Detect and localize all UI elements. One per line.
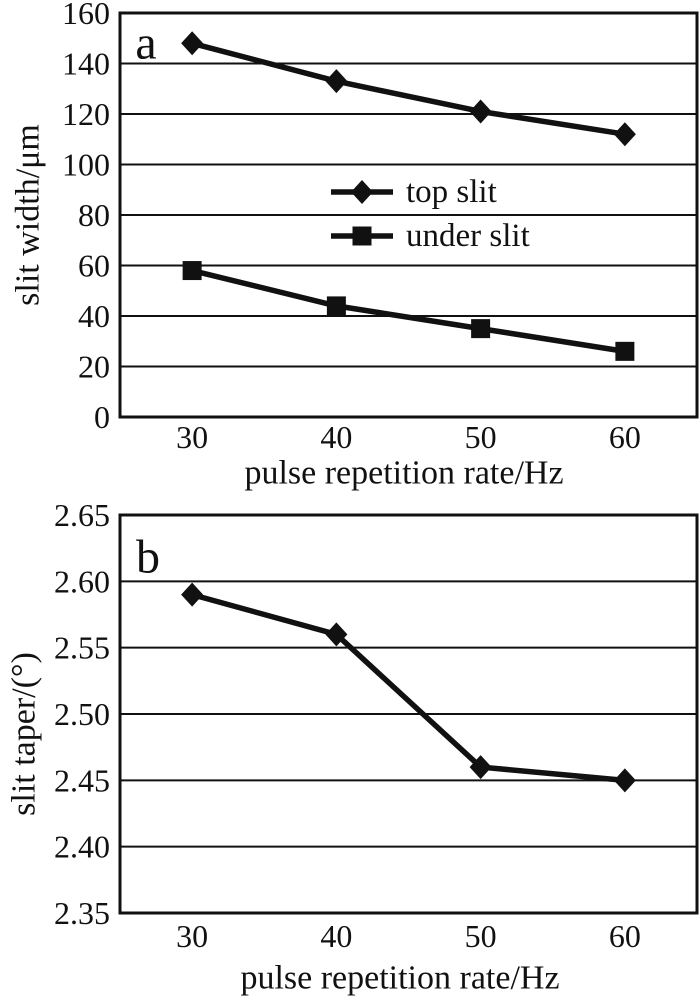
series-top-slit-diamond-marker xyxy=(613,122,636,147)
x-tick-label: 30 xyxy=(176,419,208,455)
y-tick-label: 60 xyxy=(78,248,110,284)
panel-label-a: a xyxy=(135,17,156,70)
x-tick-label: 50 xyxy=(465,419,497,455)
x-axis-title: pulse repetition rate/Hz xyxy=(244,455,563,492)
series-under-slit-square-marker xyxy=(182,261,202,281)
legend-diamond-marker xyxy=(351,180,373,204)
series-line-top-slit xyxy=(189,40,628,137)
x-tick-label: 50 xyxy=(465,918,497,954)
y-tick-label: 2.35 xyxy=(54,895,110,931)
series-line-under-slit xyxy=(189,267,628,355)
series-line-slit-taper xyxy=(189,591,628,784)
chart-background xyxy=(0,500,700,1002)
legend-square-marker xyxy=(352,226,372,246)
series-under-slit-square-marker xyxy=(326,296,346,316)
x-tick-label: 30 xyxy=(176,918,208,954)
x-axis-title: pulse repetition rate/Hz xyxy=(240,960,559,997)
plot-frame xyxy=(118,513,699,915)
y-tick-label: 2.45 xyxy=(54,762,110,798)
x-tick-label: 60 xyxy=(609,918,641,954)
y-tick-label: 160 xyxy=(62,0,110,31)
y-tick-label: 2.40 xyxy=(54,829,110,865)
y-tick-label: 100 xyxy=(62,147,110,183)
series-slit-taper-diamond-marker xyxy=(469,755,492,780)
y-tick-label: 40 xyxy=(78,298,110,334)
series-top-slit-diamond-marker xyxy=(181,31,204,56)
y-tick-label: 2.60 xyxy=(54,563,110,599)
y-tick-label: 2.55 xyxy=(54,630,110,666)
series-slit-taper-diamond-marker xyxy=(325,622,348,647)
series-top-slit-diamond-marker xyxy=(325,69,348,94)
y-tick-label: 20 xyxy=(78,349,110,385)
legend-label-under-slit: under slit xyxy=(406,218,530,254)
chart-b-slit-taper: 2.35 2.40 2.45 2.50 2.55 2.60 2.65 30 40 50 60 puls… xyxy=(0,500,700,1002)
y-axis-title: slit width/μm xyxy=(10,124,47,306)
y-tick-label: 80 xyxy=(78,197,110,233)
plot-frame xyxy=(118,11,699,419)
series-slit-taper-diamond-marker xyxy=(181,582,204,607)
x-tick-label: 60 xyxy=(609,419,641,455)
x-tick-label: 40 xyxy=(320,918,352,954)
series-slit-taper-diamond-marker xyxy=(613,768,636,793)
series-top-slit-diamond-marker xyxy=(469,99,492,124)
x-tick-label: 40 xyxy=(320,419,352,455)
y-tick-label: 120 xyxy=(62,96,110,132)
legend-label-top-slit: top slit xyxy=(406,174,497,210)
series-under-slit-square-marker xyxy=(615,341,635,361)
series-under-slit-square-marker xyxy=(471,319,491,339)
y-tick-label: 140 xyxy=(62,46,110,82)
y-tick-label: 2.65 xyxy=(54,500,110,533)
chart-a-slit-width: top slit under slit 0 20 40 60 80 100 120 140 160 3… xyxy=(0,0,700,500)
y-tick-label: 0 xyxy=(94,399,110,435)
y-axis-title: slit taper/(°) xyxy=(6,652,43,816)
y-tick-label: 2.50 xyxy=(54,696,110,732)
panel-label-b: b xyxy=(136,531,160,584)
